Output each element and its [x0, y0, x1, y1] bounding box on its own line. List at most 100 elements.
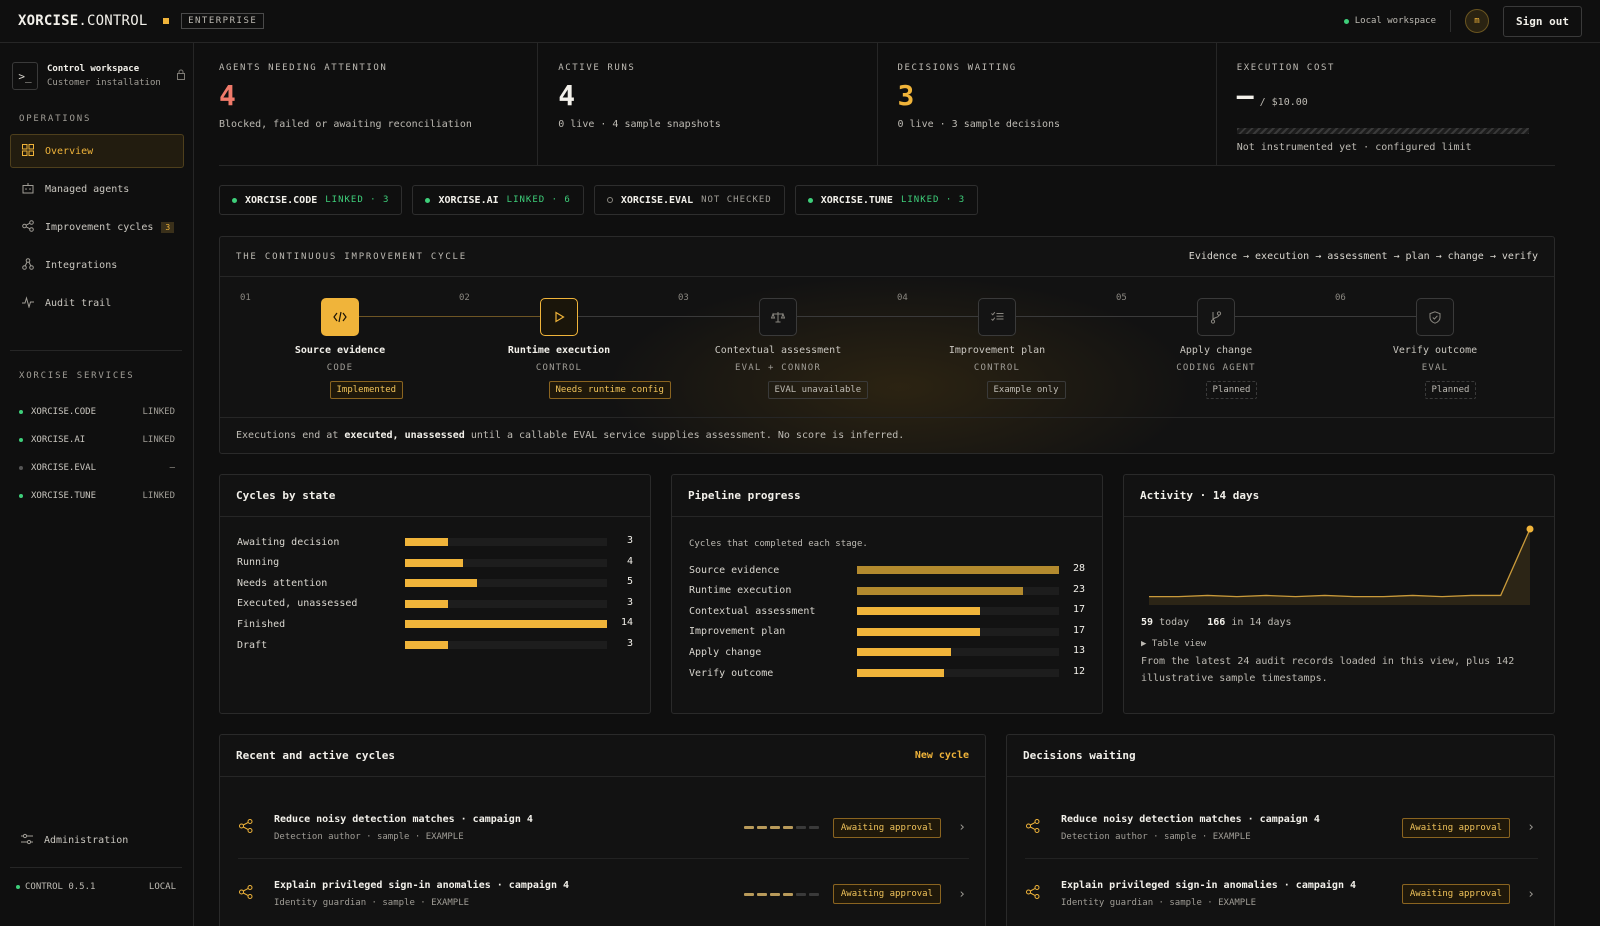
nav-item-administration[interactable]: Administration	[20, 833, 128, 848]
stage-number: 05	[1116, 293, 1127, 303]
kpi-agents-attention[interactable]: AGENTS NEEDING ATTENTION 4 Blocked, fail…	[219, 43, 539, 165]
service-item[interactable]: XORCISE.EVAL —	[19, 454, 175, 482]
bar-label: Apply change	[689, 646, 762, 658]
progress-step	[782, 826, 793, 829]
cycle-row[interactable]: Reduce noisy detection matches · campaig…	[238, 797, 969, 859]
workspace-switcher[interactable]: >_ Control workspace Customer installati…	[12, 60, 186, 92]
kpi-label: AGENTS NEEDING ATTENTION	[219, 63, 388, 73]
bar-fill	[405, 620, 607, 629]
kpi-label: ACTIVE RUNS	[558, 63, 636, 73]
progress-step	[743, 826, 754, 829]
chevron-right-icon[interactable]: ›	[1527, 820, 1535, 835]
bar-track	[405, 558, 607, 567]
bar-value: 3	[626, 535, 633, 546]
bar-value: 4	[626, 555, 633, 567]
bar-row: Needs attention	[237, 575, 405, 591]
status-ring-icon	[606, 197, 613, 203]
stage-improvement-plan[interactable]: 04 Improvement plan CONTROL Example only	[877, 285, 1096, 415]
service-chip-code[interactable]: XORCISE.CODE LINKED · 3	[219, 185, 403, 215]
decision-subtitle: Detection author · sample · EXAMPLE	[1061, 831, 1251, 842]
decision-row[interactable]: Explain privileged sign-in anomalies · c…	[1025, 863, 1538, 925]
stage-contextual-assessment[interactable]: 03 Contextual assessment EVAL + CONNOR E…	[658, 285, 877, 415]
nav-item-audit-trail[interactable]: Audit trail	[10, 286, 184, 320]
play-icon	[540, 298, 578, 336]
chevron-right-icon[interactable]: ›	[958, 820, 966, 835]
bar-track	[405, 579, 607, 588]
stage-name: Improvement plan	[948, 345, 1046, 356]
divider	[10, 867, 182, 868]
bar-row: Finished	[237, 616, 405, 632]
brand-logo[interactable]: XORCISE.CONTROL	[18, 13, 170, 29]
nav-item-managed-agents[interactable]: Managed agents	[10, 172, 184, 206]
progress-step	[782, 892, 793, 896]
bar-label: Verify outcome	[689, 667, 774, 679]
bar-track	[857, 566, 1059, 574]
version-info: CONTROL 0.5.1 LOCAL	[16, 882, 176, 892]
service-item[interactable]: XORCISE.CODE LINKED	[19, 398, 175, 426]
grid-icon	[21, 143, 35, 159]
service-chip-tune[interactable]: XORCISE.TUNE LINKED · 3	[794, 185, 979, 215]
kpi-row: AGENTS NEEDING ATTENTION 4 Blocked, fail…	[219, 43, 1555, 166]
sign-out-button[interactable]: Sign out	[1503, 5, 1582, 37]
table-view-toggle[interactable]: ▶ Table view	[1141, 639, 1207, 649]
total-label: in 14 days	[1231, 617, 1292, 628]
stage-apply-change[interactable]: 05 Apply change CODING AGENT Planned	[1096, 285, 1315, 415]
code-icon	[321, 298, 359, 336]
bar-row: Awaiting decision	[237, 534, 405, 550]
cycle-title: Reduce noisy detection matches · campaig…	[274, 813, 533, 825]
shield-icon	[1416, 298, 1454, 336]
stage-source-evidence[interactable]: 01 Source evidence CODE Implemented	[220, 285, 439, 415]
decision-row[interactable]: Reduce noisy detection matches · campaig…	[1025, 797, 1538, 859]
service-chip-ai[interactable]: XORCISE.AI LINKED · 6	[412, 185, 584, 215]
footnote-emphasis: executed, unassessed	[344, 430, 465, 441]
activity-summary: 59 today 166 in 14 days	[1141, 617, 1292, 628]
service-item[interactable]: XORCISE.TUNE LINKED	[19, 482, 175, 510]
bar-track	[857, 607, 1059, 616]
bar-row: Contextual assessment	[689, 603, 857, 619]
workspace-status-label: Local workspace	[1354, 16, 1437, 26]
status-dot-icon	[1343, 18, 1349, 24]
stage-service: EVAL + CONNOR	[734, 363, 822, 373]
stage-service: CODE	[326, 363, 354, 373]
new-cycle-button[interactable]: New cycle	[914, 750, 969, 761]
cost-meter	[1236, 128, 1529, 134]
chevron-right-icon[interactable]: ›	[1527, 886, 1535, 902]
stage-connector	[1016, 316, 1197, 317]
stage-verify-outcome[interactable]: 06 Verify outcome EVAL Planned	[1315, 285, 1534, 415]
bar-value: 12	[1072, 666, 1085, 677]
brand-suffix: CONTROL	[87, 13, 148, 29]
chip-name: XORCISE.AI	[438, 194, 499, 206]
service-item[interactable]: XORCISE.AI LINKED	[19, 426, 175, 454]
nav-item-overview[interactable]: Overview	[10, 134, 184, 168]
status-dot-icon	[807, 197, 813, 203]
card-title: Recent and active cycles	[236, 749, 395, 762]
kpi-execution-cost[interactable]: EXECUTION COST — / $10.00 Not instrumente…	[1217, 43, 1555, 165]
bar-label: Improvement plan	[689, 626, 786, 638]
bar-fill	[857, 566, 1059, 574]
service-list: XORCISE.CODE LINKED XORCISE.AI LINKED XO…	[19, 398, 175, 510]
cycles-by-state-card: Cycles by state Awaiting decision 3 Runnin…	[219, 474, 651, 714]
bar-fill	[405, 579, 478, 588]
cycle-row[interactable]: Explain privileged sign-in anomalies · c…	[238, 863, 969, 925]
nav-item-integrations[interactable]: Integrations	[10, 248, 184, 282]
bar-fill	[857, 586, 1023, 595]
bar-label: Source evidence	[689, 564, 780, 576]
chip-state: LINKED · 3	[900, 195, 966, 205]
kpi-label: DECISIONS WAITING	[897, 63, 1017, 73]
activity-latest-point	[1526, 525, 1534, 533]
kpi-subtext: 0 live · 4 sample snapshots	[558, 119, 721, 130]
stage-service: CODING AGENT	[1176, 363, 1256, 373]
service-name: XORCISE.CODE	[31, 407, 97, 417]
version-label: CONTROL 0.5.1	[25, 882, 96, 892]
kpi-active-runs[interactable]: ACTIVE RUNS 4 0 live · 4 sample snapshot…	[538, 43, 878, 165]
kpi-decisions-waiting[interactable]: DECISIONS WAITING 3 0 live · 3 sample de…	[878, 43, 1217, 165]
chevron-right-icon[interactable]: ›	[958, 886, 966, 902]
nav-item-improvement-cycles[interactable]: Improvement cycles 3	[10, 210, 184, 244]
service-chip-eval[interactable]: XORCISE.EVAL NOT CHECKED	[593, 185, 785, 215]
stage-runtime-execution[interactable]: 02 Runtime execution CONTROL Needs runti…	[439, 285, 671, 415]
chip-name: XORCISE.EVAL	[620, 194, 694, 206]
status-dot-icon	[16, 885, 20, 889]
progress-step	[795, 892, 806, 896]
cycle-subtitle: Identity guardian · sample · EXAMPLE	[274, 898, 470, 908]
avatar[interactable]: m	[1465, 9, 1490, 33]
